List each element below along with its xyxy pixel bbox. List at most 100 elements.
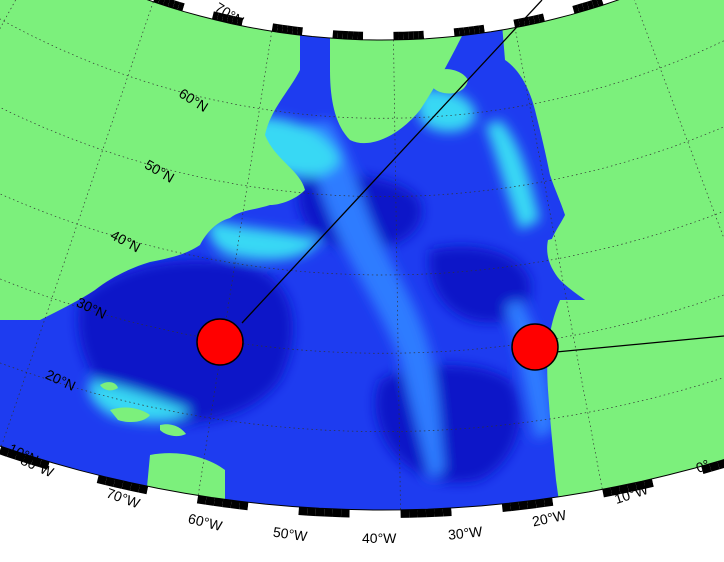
marker-eastern-site[interactable] xyxy=(511,323,559,371)
frame-bottom-segment xyxy=(652,477,663,487)
frame-bottom-segment xyxy=(568,493,579,504)
frame-bottom-segment xyxy=(180,492,190,502)
frame-bottom-segment xyxy=(459,506,469,516)
frame-top-segment xyxy=(443,28,450,38)
frame-bottom-segment xyxy=(213,497,224,508)
frame-top-segment xyxy=(503,20,511,30)
frame-top-segment xyxy=(271,23,279,33)
frame-bottom-segment xyxy=(205,496,215,506)
frame-top-segment xyxy=(211,11,219,21)
frame-bottom-segment xyxy=(55,464,66,475)
frame-top-segment xyxy=(582,1,590,11)
frame-top-segment xyxy=(261,21,269,31)
frame-bottom-segment xyxy=(468,506,478,515)
frame-bottom-segment xyxy=(39,459,50,470)
frame-bottom-segment xyxy=(80,471,91,481)
frame-top-segment xyxy=(182,3,190,13)
parallel-line xyxy=(0,0,724,197)
frame-bottom-segment xyxy=(171,491,182,501)
frame-bottom-segment xyxy=(154,488,165,498)
frame-top-segment xyxy=(216,12,224,22)
frame-top-segment xyxy=(207,10,214,20)
frame-bottom-segment xyxy=(451,507,461,516)
frame-bottom-segment xyxy=(6,449,18,460)
frame-top-segment xyxy=(231,15,239,25)
frame-top-segment xyxy=(493,22,500,32)
frame-top-segment xyxy=(463,26,470,36)
frame-top-segment xyxy=(241,17,249,27)
frame-top-segment xyxy=(552,9,560,19)
frame-top-segment xyxy=(572,4,580,14)
shelf-europe xyxy=(485,120,540,230)
frame-top-segment xyxy=(483,24,490,33)
frame-top-segment xyxy=(602,0,609,5)
frame-top-segment xyxy=(577,3,585,13)
frame-bottom-segment xyxy=(290,506,299,515)
meridian-line xyxy=(514,27,603,490)
frame-top-segment xyxy=(187,4,195,14)
frame-bottom-segment xyxy=(129,482,140,493)
meridian-line xyxy=(0,1,154,447)
frame-bottom-segment xyxy=(239,501,249,511)
frame-top-segment xyxy=(286,25,294,35)
frame-top-segment xyxy=(448,28,455,37)
frame-top-segment xyxy=(473,25,480,35)
marker-western-site[interactable] xyxy=(196,318,244,366)
frame-top-segment xyxy=(226,14,234,24)
frame-top-segment xyxy=(557,8,565,18)
frame-bottom-segment xyxy=(31,457,42,468)
frame-top-segment xyxy=(162,0,170,7)
frame-bottom-segment xyxy=(577,492,588,502)
frame-top-segment xyxy=(596,0,604,7)
frame-bottom-segment xyxy=(593,489,604,499)
land-caribbean-3 xyxy=(100,382,118,391)
frame-top-segment xyxy=(478,24,485,34)
frame-bottom-segment xyxy=(247,502,257,512)
frame-bottom-segment xyxy=(230,500,241,510)
frame-bottom-segment xyxy=(476,505,486,515)
meridian-line xyxy=(632,0,724,435)
frame-top-segment xyxy=(192,6,200,16)
frame-top-segment xyxy=(177,1,185,12)
frame-bottom-segment xyxy=(693,466,704,477)
land-europe xyxy=(500,0,724,250)
parallel-line xyxy=(0,0,724,119)
frame-bottom-segment xyxy=(146,486,157,496)
frame-bottom-segment xyxy=(493,504,503,513)
meridian-line xyxy=(197,31,273,496)
frame-top-segment xyxy=(292,26,298,35)
frame-bottom-segment xyxy=(71,468,83,479)
frame-bottom-segment xyxy=(717,459,724,470)
frame-bottom-segment xyxy=(501,503,512,512)
frame-top-segment xyxy=(276,24,283,33)
frame-top-segment xyxy=(458,27,465,36)
frame-bottom-segment xyxy=(298,507,308,516)
frame-bottom-segment xyxy=(88,473,99,483)
frame-bottom-segment xyxy=(709,461,720,472)
frame-top-segment xyxy=(513,18,520,28)
frame-bottom-segment xyxy=(543,497,554,507)
frame-bottom-segment xyxy=(0,446,10,457)
frame-bottom-segment xyxy=(47,461,58,472)
frame-bottom-segment xyxy=(63,466,75,477)
land-south-america xyxy=(140,453,225,510)
frame-top-segment xyxy=(302,27,308,36)
frame-bottom-segment xyxy=(104,477,116,487)
callout-line-west xyxy=(241,0,543,324)
lon-label-40w: 40°W xyxy=(362,530,397,546)
frame-top-segment xyxy=(567,5,575,16)
frame-bottom-segment xyxy=(627,482,638,493)
frame-top-segment xyxy=(256,20,264,30)
frame-top-segment xyxy=(158,0,165,6)
frame-bottom-segment xyxy=(684,468,696,479)
frame-bottom-segment xyxy=(255,503,266,513)
land-caribbean-1 xyxy=(110,407,150,423)
frame-top-segment xyxy=(453,27,460,37)
frame-top-segment xyxy=(543,12,550,22)
mid-atlantic-ridge xyxy=(300,120,445,480)
frame-bottom-segment xyxy=(222,499,232,509)
frame-top-segment xyxy=(547,11,555,21)
frame-bottom-segment xyxy=(196,495,207,505)
